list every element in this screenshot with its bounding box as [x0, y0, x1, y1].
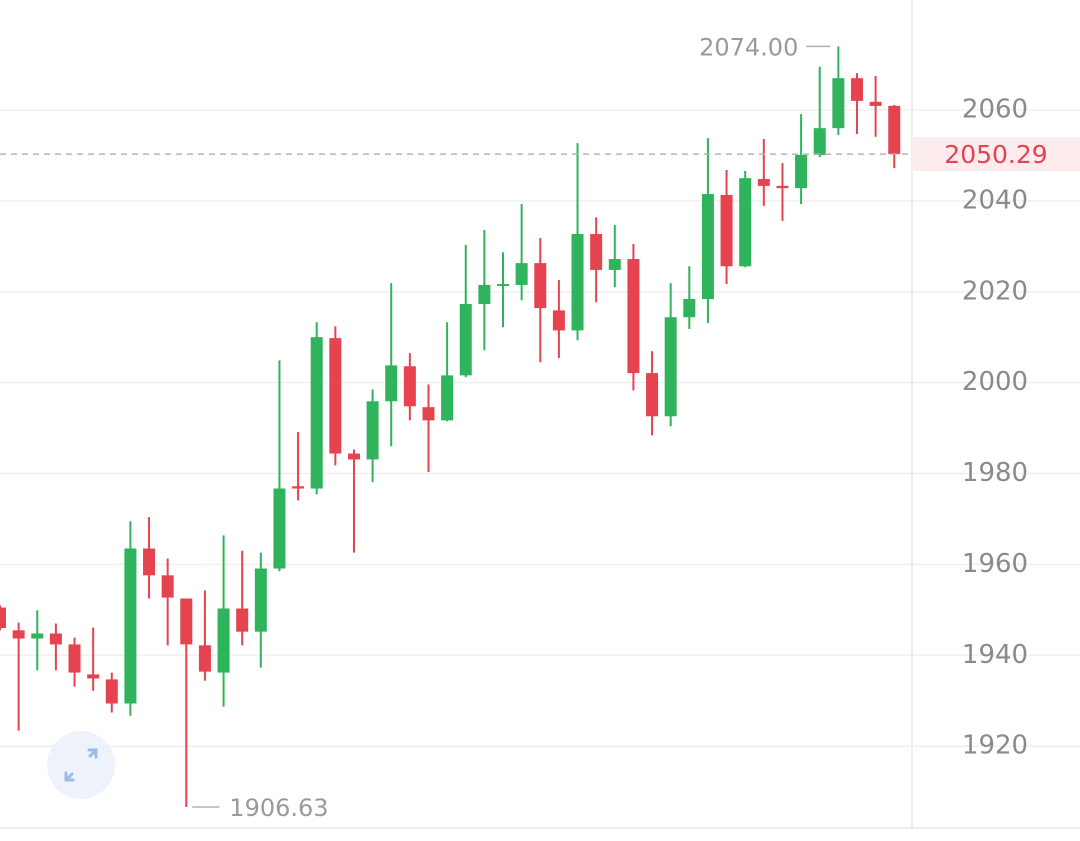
y-tick-label: 1980 — [962, 458, 1028, 488]
candle-body — [12, 630, 25, 639]
expand-circle[interactable] — [47, 731, 115, 799]
y-tick-label: 2000 — [962, 367, 1028, 397]
candle-body — [776, 185, 789, 189]
plot: 1920 1940 1960 1980 2000 2020 2040 2060 2074.00 1… — [0, 33, 1080, 822]
candle-body — [161, 575, 174, 598]
candle-body — [478, 284, 491, 305]
candle-body — [347, 453, 360, 460]
y-tick-label: 2020 — [962, 276, 1028, 306]
candle-body — [49, 633, 62, 645]
candle-body — [552, 310, 565, 331]
candle-body — [124, 548, 137, 704]
y-tick-label: 1960 — [962, 549, 1028, 579]
last-price-label: 2050.29 — [944, 140, 1047, 169]
expand-icon[interactable] — [64, 748, 98, 782]
candle-body — [720, 194, 733, 267]
candle-body — [254, 568, 267, 632]
expand-button[interactable] — [47, 731, 115, 799]
y-tick-label: 1940 — [962, 640, 1028, 670]
candle-body — [757, 179, 770, 186]
candle-body — [888, 105, 901, 155]
candle-body — [534, 263, 547, 309]
candle-body — [236, 608, 249, 632]
y-tick-label: 1920 — [962, 731, 1028, 761]
candle-body — [497, 284, 510, 287]
last-price-tag — [912, 137, 1080, 172]
candle-body — [180, 598, 193, 645]
candle-body — [329, 338, 342, 454]
candle-body — [143, 548, 156, 576]
candle-body — [310, 337, 323, 489]
candle-body — [515, 263, 528, 285]
candle-body — [441, 375, 454, 421]
candle-body — [850, 78, 863, 101]
candle-body — [217, 608, 230, 673]
candle-body — [273, 488, 286, 569]
candle-body — [590, 234, 603, 270]
low-label: 1906.63 — [229, 794, 328, 822]
candle-body — [0, 607, 6, 629]
candle-body — [608, 259, 621, 270]
candle-body — [459, 304, 472, 376]
candle-body — [795, 154, 808, 189]
candle-body — [198, 645, 211, 672]
y-tick-label: 2040 — [962, 185, 1028, 215]
candle-body — [701, 194, 714, 300]
candle-body — [646, 373, 659, 417]
candle-body — [385, 365, 398, 402]
candle-body — [683, 299, 696, 318]
candle-body — [664, 317, 677, 417]
candle-body — [68, 644, 81, 673]
y-tick-label: 2060 — [962, 94, 1028, 124]
candle-body — [739, 178, 752, 267]
candle-body — [87, 674, 100, 679]
high-label: 2074.00 — [699, 33, 798, 61]
candle-body — [627, 259, 640, 374]
candle-body — [292, 486, 305, 489]
candle-body — [105, 679, 118, 704]
candle-body — [869, 101, 882, 106]
candle-body — [403, 366, 416, 407]
candle-body — [422, 407, 435, 421]
candle-body — [571, 234, 584, 331]
candle-body — [832, 78, 845, 129]
candle-body — [31, 633, 44, 639]
candle-body — [366, 401, 379, 460]
candle-body — [813, 128, 826, 155]
